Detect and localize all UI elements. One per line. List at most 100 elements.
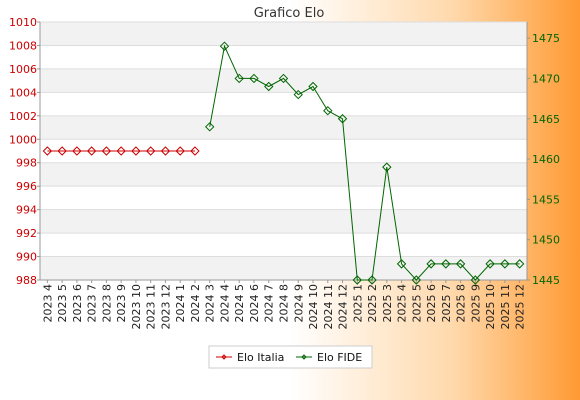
x-tick-label: 2025 9 bbox=[469, 284, 482, 323]
data-point bbox=[367, 275, 377, 285]
x-tick-label: 2023 10 bbox=[130, 284, 143, 330]
left-tick-label: 1004 bbox=[9, 86, 37, 99]
data-point bbox=[514, 259, 525, 269]
data-point bbox=[337, 114, 348, 124]
data-point bbox=[500, 259, 510, 269]
series-0 bbox=[42, 146, 200, 156]
x-tick-label: 2024 7 bbox=[263, 284, 276, 323]
x-tick-label: 2025 5 bbox=[410, 284, 423, 323]
data-point bbox=[278, 73, 289, 84]
right-tick-label: 1445 bbox=[532, 274, 560, 287]
right-tick-label: 1455 bbox=[532, 193, 560, 206]
x-tick-label: 2025 8 bbox=[455, 284, 468, 323]
data-point bbox=[308, 81, 318, 92]
grid-band bbox=[40, 115, 527, 140]
x-tick-label: 2023 4 bbox=[41, 284, 54, 323]
right-tick-label: 1460 bbox=[532, 153, 560, 166]
data-point bbox=[72, 146, 82, 156]
left-tick-label: 988 bbox=[16, 274, 37, 287]
chart-title: Grafico Elo bbox=[254, 6, 325, 21]
x-tick-label: 2024 10 bbox=[307, 284, 320, 330]
data-point bbox=[190, 146, 200, 156]
right-tick-label: 1450 bbox=[532, 234, 560, 247]
left-tick-label: 998 bbox=[16, 157, 37, 170]
x-tick-label: 2024 6 bbox=[248, 284, 261, 323]
x-tick-label: 2024 4 bbox=[218, 284, 231, 323]
data-point bbox=[455, 259, 466, 269]
data-point bbox=[411, 275, 422, 285]
data-point bbox=[264, 81, 274, 92]
x-tick-label: 2023 6 bbox=[71, 284, 84, 323]
x-tick-label: 2024 3 bbox=[204, 284, 217, 323]
x-tick-label: 2024 5 bbox=[233, 284, 246, 323]
x-tick-label: 2023 8 bbox=[100, 284, 113, 323]
data-point bbox=[293, 89, 303, 100]
left-tick-label: 1006 bbox=[9, 63, 37, 76]
x-tick-label: 2024 11 bbox=[322, 284, 335, 330]
series-line bbox=[209, 44, 520, 281]
legend-label: Elo FIDE bbox=[317, 351, 362, 364]
grid-band bbox=[40, 162, 527, 187]
left-tick-label: 996 bbox=[16, 180, 37, 193]
data-point bbox=[86, 146, 97, 156]
x-tick-label: 2023 11 bbox=[145, 284, 158, 330]
data-point bbox=[426, 259, 436, 269]
data-point bbox=[42, 146, 53, 156]
right-tick-label: 1465 bbox=[532, 113, 560, 126]
data-point bbox=[323, 105, 333, 116]
data-point bbox=[101, 146, 112, 156]
x-tick-label: 2024 8 bbox=[278, 284, 291, 323]
series-layer bbox=[42, 41, 525, 285]
x-tick-label: 2025 11 bbox=[499, 284, 512, 330]
x-tick-label: 2025 2 bbox=[366, 284, 379, 323]
legend: Elo Italia Elo FIDE bbox=[208, 345, 373, 369]
data-point bbox=[219, 41, 230, 51]
data-point bbox=[249, 73, 259, 84]
plot-area bbox=[40, 22, 527, 280]
legend-marker bbox=[301, 354, 307, 360]
x-tick-label: 2025 7 bbox=[440, 284, 453, 323]
x-tick-label: 2023 7 bbox=[86, 284, 99, 323]
left-tick-label: 990 bbox=[16, 251, 37, 264]
left-tick-label: 1000 bbox=[9, 133, 37, 146]
left-axis-ticks: 988 990 992 994 996 998 1000 1002 1004 1006 1008 10… bbox=[9, 16, 40, 287]
left-tick-label: 1008 bbox=[9, 39, 37, 52]
x-tick-label: 2025 1 bbox=[351, 284, 364, 323]
x-tick-label: 2025 10 bbox=[484, 284, 497, 330]
right-axis-ticks: 1445 1450 1455 1460 1465 1470 1475 bbox=[527, 32, 560, 287]
series-1 bbox=[205, 41, 525, 285]
x-tick-label: 2025 12 bbox=[514, 284, 527, 330]
x-tick-label: 2023 12 bbox=[159, 284, 172, 330]
grid-band bbox=[40, 22, 527, 46]
data-point bbox=[131, 146, 141, 156]
x-tick-label: 2024 1 bbox=[174, 284, 187, 323]
data-point bbox=[205, 122, 215, 132]
right-tick-label: 1475 bbox=[532, 32, 560, 45]
data-point bbox=[116, 146, 126, 156]
data-point bbox=[145, 146, 156, 156]
legend-label: Elo Italia bbox=[237, 351, 284, 364]
data-point bbox=[57, 146, 67, 156]
data-point bbox=[234, 73, 244, 84]
x-tick-label: 2024 2 bbox=[189, 284, 202, 323]
data-point bbox=[470, 275, 481, 285]
data-point bbox=[396, 259, 407, 269]
right-tick-label: 1470 bbox=[532, 72, 560, 85]
data-point bbox=[382, 162, 392, 172]
x-tick-label: 2025 3 bbox=[381, 284, 394, 323]
grid-band bbox=[40, 68, 527, 93]
grid-band bbox=[40, 256, 527, 280]
x-tick-label: 2025 4 bbox=[396, 284, 409, 323]
left-tick-label: 992 bbox=[16, 227, 37, 240]
data-point bbox=[441, 259, 451, 269]
x-tick-label: 2024 12 bbox=[337, 284, 350, 330]
data-point bbox=[160, 146, 171, 156]
data-point bbox=[485, 259, 495, 269]
left-tick-label: 1010 bbox=[9, 16, 37, 29]
x-tick-label: 2023 9 bbox=[115, 284, 128, 323]
x-tick-label: 2024 9 bbox=[292, 284, 305, 323]
x-tick-label: 2025 6 bbox=[425, 284, 438, 323]
legend-box bbox=[208, 345, 373, 369]
